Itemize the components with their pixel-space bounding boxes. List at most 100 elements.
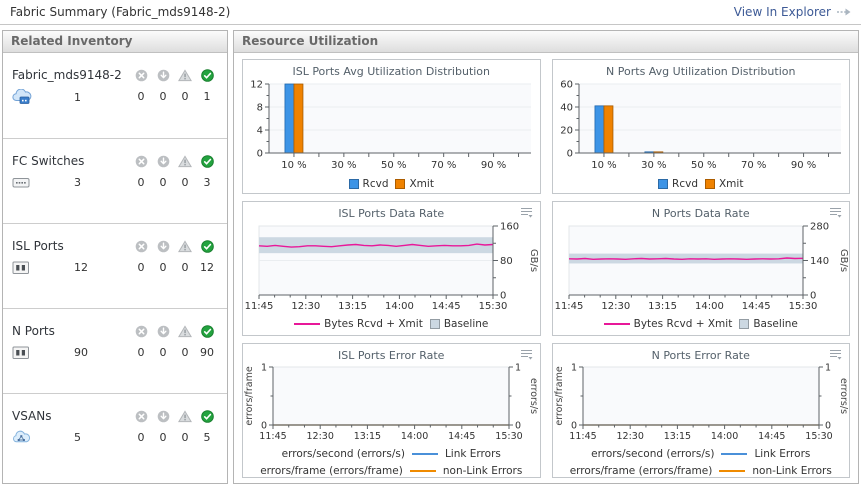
legend-label: Rcvd	[672, 178, 698, 190]
svg-text:30 %: 30 %	[331, 160, 356, 171]
sidebar-item-fc-switches[interactable]: FC Switches 3 0 0 0 3	[3, 138, 227, 223]
svg-text:12:30: 12:30	[616, 431, 643, 442]
legend-label: Xmit	[409, 178, 434, 190]
svg-text:280: 280	[810, 222, 829, 233]
box-swatch-icon	[395, 179, 406, 189]
svg-text:14:00: 14:00	[711, 431, 738, 442]
chart-nports-util-distribution: N Ports Avg Utilization Distribution 0 20…	[551, 59, 850, 194]
svg-text:0: 0	[566, 149, 572, 160]
sidebar-item-fabric-mds9148-2[interactable]: Fabric_mds9148-2 1 0 0 0 1	[3, 53, 227, 138]
view-in-explorer-label: View In Explorer	[733, 5, 831, 19]
sidebar-item-n-ports[interactable]: N Ports 90 0 0 0 90	[3, 308, 227, 393]
warning-count: 0	[181, 431, 189, 444]
chart-grid: ISL Ports Avg Utilization Distribution 0…	[234, 53, 858, 484]
svg-text:14:45: 14:45	[448, 431, 475, 442]
svg-text:13:15: 13:15	[338, 301, 367, 312]
sidebar-item-isl-ports[interactable]: ISL Ports 12 0 0 0 12	[3, 223, 227, 308]
svg-text:0: 0	[500, 291, 506, 302]
warning-count: 0	[181, 261, 189, 274]
inventory-item-count: 90	[74, 346, 88, 359]
svg-text:13:15: 13:15	[663, 431, 690, 442]
box-swatch-icon	[658, 179, 669, 189]
svg-text:14:00: 14:00	[695, 301, 724, 312]
svg-text:12: 12	[251, 80, 264, 91]
down-count: 0	[159, 176, 167, 189]
svg-text:1: 1	[261, 363, 267, 374]
inventory-item-info: ISL Ports 12	[12, 239, 88, 308]
warning-status-icon	[178, 238, 192, 257]
chart-canvas: 0 20 40 60 10 % 30 % 50 % 70 % 90 %	[560, 80, 841, 171]
svg-text:10 %: 10 %	[591, 160, 616, 171]
down-status-icon	[157, 408, 170, 427]
svg-text:14:00: 14:00	[401, 431, 428, 442]
down-count: 0	[159, 90, 167, 103]
legend-item-xmit: Xmit	[704, 178, 744, 190]
inventory-item-count: 5	[74, 431, 81, 444]
ok-status-icon	[200, 238, 214, 257]
legend-label: Xmit	[718, 178, 744, 190]
svg-text:50 %: 50 %	[381, 160, 406, 171]
chart-legend: Bytes Rcvd + Xmit Baseline	[553, 318, 850, 330]
svg-text:140: 140	[810, 256, 829, 267]
svg-text:80: 80	[500, 256, 513, 267]
legend-item-bytes-rcvd-xmit: Bytes Rcvd + Xmit	[294, 318, 423, 330]
legend-axis-label: errors/second (errors/s)	[591, 447, 715, 460]
legend-item-xmit: Xmit	[395, 178, 434, 190]
resource-utilization-panel: Resource Utilization ISL Ports Avg Utili…	[233, 30, 859, 484]
svg-text:errors/frame: errors/frame	[244, 366, 255, 425]
line-swatch-icon	[411, 452, 438, 455]
svg-text:12:30: 12:30	[307, 431, 334, 442]
svg-text:12:30: 12:30	[292, 301, 321, 312]
inventory-item-count: 1	[74, 90, 81, 104]
box-swatch-icon	[704, 179, 715, 189]
down-count: 0	[159, 261, 167, 274]
warning-status-icon	[178, 153, 192, 172]
vsan-cloud-icon	[12, 430, 32, 445]
chart-canvas: 0 80 160 11:45 12:30 13:15 14:00 14:45 15:30 GB/s	[245, 222, 539, 313]
down-status-icon	[157, 238, 170, 257]
svg-text:13:15: 13:15	[648, 301, 677, 312]
legend-item-baseline: Baseline	[429, 318, 489, 330]
svg-text:0: 0	[810, 291, 816, 302]
svg-text:14:45: 14:45	[758, 431, 785, 442]
ok-status-icon	[200, 153, 214, 172]
ok-count: 12	[200, 261, 214, 274]
sidebar-item-vsans[interactable]: VSANs 5 0 0 0 5	[3, 393, 227, 478]
chart-options-icon[interactable]	[829, 349, 842, 360]
inventory-item-count: 3	[74, 176, 81, 189]
svg-text:10 %: 10 %	[281, 160, 306, 171]
chart-canvas: 0 4 8 12 10 % 30 % 50 % 70 % 90 %	[251, 80, 532, 171]
chart-title: ISL Ports Data Rate	[338, 207, 445, 220]
legend-label: Bytes Rcvd + Xmit	[324, 318, 423, 330]
svg-text:90 %: 90 %	[791, 160, 816, 171]
chart-title: N Ports Avg Utilization Distribution	[606, 65, 796, 78]
warning-status-icon	[178, 408, 192, 427]
critical-status-icon	[135, 238, 148, 257]
critical-status-icon	[135, 323, 148, 342]
chart-options-icon[interactable]	[520, 349, 533, 360]
chart-canvas: 0 140 280 11:45 12:30 13:15 14:00 14:45 15:30 GB/…	[554, 222, 848, 313]
down-status-icon	[157, 153, 170, 172]
svg-text:11:45: 11:45	[245, 301, 274, 312]
view-in-explorer-link[interactable]: View In Explorer	[734, 5, 851, 19]
chart-isl-util-distribution: ISL Ports Avg Utilization Distribution 0…	[242, 59, 541, 194]
chart-options-icon[interactable]	[520, 207, 533, 218]
legend-label: Link Errors	[444, 447, 501, 460]
down-status-icon	[157, 323, 170, 342]
ok-count: 90	[200, 346, 214, 359]
critical-count: 0	[137, 90, 145, 103]
legend-item-baseline: Baseline	[739, 318, 798, 330]
legend-label: Baseline	[443, 318, 489, 330]
chart-options-icon[interactable]	[829, 207, 842, 218]
legend-label: Link Errors	[754, 447, 811, 460]
svg-text:0: 0	[825, 421, 831, 432]
critical-count: 0	[137, 346, 145, 359]
svg-text:errors/frame: errors/frame	[554, 366, 565, 425]
chart-title: N Ports Error Rate	[651, 349, 750, 362]
svg-text:60: 60	[560, 80, 573, 91]
legend-item-rcvd: Rcvd	[348, 178, 388, 190]
warning-count: 0	[181, 346, 189, 359]
svg-text:40: 40	[560, 103, 573, 114]
critical-status-icon	[135, 408, 148, 427]
chart-nports-data-rate: N Ports Data Rate 0 140 280 11:45 12:30 13:15…	[551, 201, 850, 336]
